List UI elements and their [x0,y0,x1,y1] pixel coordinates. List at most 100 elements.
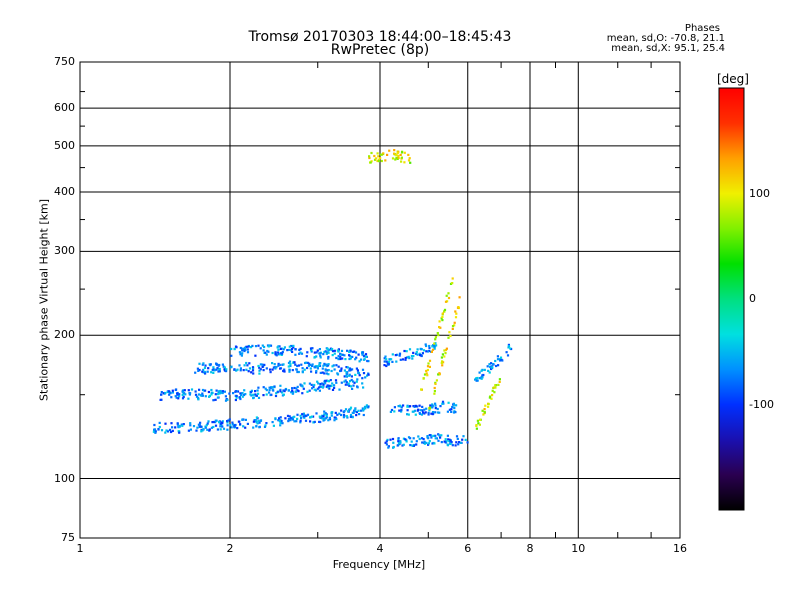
echo-point [265,393,268,396]
echo-point [361,377,364,380]
echo-point [475,427,478,430]
echo-point [412,444,415,447]
echo-point [232,392,235,395]
echo-point [343,410,346,413]
echo-point [282,348,285,351]
echo-point [293,420,296,423]
echo-point [296,389,299,392]
echo-point [205,424,208,427]
echo-point [409,161,412,164]
echo-point [443,440,446,443]
echo-point [200,425,203,428]
echo-point [318,415,321,418]
echo-point [409,405,412,408]
echo-point [426,436,429,439]
echo-point [299,383,302,386]
echo-point [254,419,257,422]
echo-point [275,354,278,357]
echo-point [319,354,322,357]
echo-point [245,368,248,371]
echo-point [434,338,437,341]
echo-point [398,352,402,355]
echo-point [346,366,349,369]
echo-point [206,422,209,425]
echo-point [425,369,428,373]
echo-point [407,159,411,162]
echo-point [220,424,223,427]
echo-point [403,349,406,353]
echo-point [477,422,480,425]
echo-point [192,425,196,428]
echo-point [323,382,326,385]
echo-point [214,419,217,422]
y-tick-label: 75 [61,531,75,544]
echo-point [235,394,238,398]
echo-point [271,362,274,365]
echo-point [406,413,409,416]
echo-point [207,420,210,423]
echo-point [428,434,431,437]
echo-point [274,418,277,421]
echo-point [287,365,290,368]
echo-point [319,362,322,365]
echo-point [241,418,244,421]
echo-point [376,152,379,155]
echo-point [288,348,291,351]
echo-point [293,361,296,364]
echo-point [226,428,229,431]
phases-o-stats: mean, sd,O: -70.8, 21.1 [606,33,725,44]
echo-point [344,408,348,411]
echo-point [257,419,260,422]
echo-point [169,392,172,395]
echo-point [194,393,198,396]
echo-point [255,425,258,428]
echo-point [340,381,343,384]
echo-point [182,395,185,398]
echo-point [335,364,338,367]
echo-point [327,355,330,359]
echo-point [507,345,511,348]
echo-point [278,417,281,420]
echo-point [275,366,278,369]
chart-subtitle: RwPretec (8p) [330,42,430,58]
echo-point [227,419,230,422]
echo-point [204,389,207,392]
echo-point [321,371,324,374]
echo-point [313,383,316,387]
echo-point [491,366,494,369]
echo-point [509,347,512,350]
echo-point [238,396,241,399]
echo-point [444,352,447,355]
echo-point [383,357,386,360]
echo-point [241,347,245,350]
echo-point [387,360,391,363]
echo-point [398,409,401,412]
echo-point [265,353,268,356]
echo-point [436,332,439,335]
echo-point [404,356,407,360]
echo-point [357,409,360,412]
echo-point [328,417,331,420]
echo-point [291,416,294,419]
echo-point [340,413,343,417]
echo-point [303,382,306,385]
echo-point [287,361,291,365]
echo-point [499,358,502,361]
echo-point [215,389,218,392]
echo-point [226,424,229,427]
echo-point [293,386,296,390]
echo-point [228,392,231,395]
echo-point [235,396,238,399]
echo-point [495,364,498,368]
echo-point [234,345,238,348]
echo-point [282,363,285,366]
echo-point [219,422,222,426]
echo-point [164,431,167,434]
echo-point [160,429,164,432]
echo-point [167,430,170,433]
echo-point [221,425,224,428]
echo-point [201,363,204,366]
x-tick-label: 16 [673,542,687,555]
echo-point [200,430,203,433]
echo-point [490,397,493,400]
